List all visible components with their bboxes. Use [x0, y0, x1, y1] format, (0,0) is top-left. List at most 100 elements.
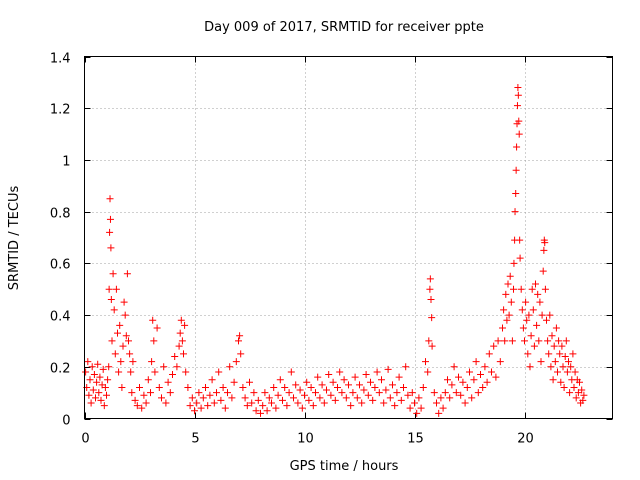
data-point — [88, 363, 96, 371]
data-point — [191, 407, 198, 415]
data-point — [514, 84, 522, 92]
data-point — [115, 368, 123, 376]
data-point — [496, 358, 504, 366]
data-point — [303, 378, 311, 386]
data-point — [112, 285, 120, 293]
data-point — [551, 358, 559, 366]
data-point — [556, 350, 564, 358]
data-point — [439, 404, 447, 412]
data-point — [320, 399, 328, 407]
data-point — [536, 298, 544, 306]
data-point — [545, 350, 553, 358]
data-point — [107, 244, 115, 252]
data-point — [128, 389, 136, 397]
data-point — [515, 117, 523, 125]
data-point — [437, 394, 445, 402]
data-point — [404, 391, 412, 399]
data-point — [512, 190, 520, 198]
data-point — [126, 350, 134, 358]
data-point — [428, 314, 436, 322]
data-point — [461, 399, 469, 407]
data-point — [197, 404, 205, 412]
data-point — [107, 296, 115, 304]
data-point — [169, 371, 176, 379]
data-point — [507, 298, 515, 306]
data-point — [378, 376, 385, 384]
data-point — [537, 358, 545, 366]
data-point — [572, 394, 580, 402]
data-point — [541, 285, 549, 293]
data-point — [94, 360, 102, 368]
data-point — [301, 391, 308, 399]
axis-ticks — [84, 56, 613, 420]
data-point — [415, 394, 423, 402]
data-point — [106, 215, 114, 223]
data-point — [340, 376, 348, 384]
y-tick-label: 0.6 — [50, 258, 71, 273]
data-point — [477, 371, 484, 379]
data-point — [554, 368, 561, 376]
x-tick-label: 5 — [191, 432, 199, 447]
data-point — [158, 394, 165, 402]
data-point — [114, 329, 121, 337]
data-point — [131, 396, 139, 404]
data-point — [182, 368, 190, 376]
data-point — [327, 391, 335, 399]
data-point — [236, 332, 244, 340]
data-point — [503, 316, 511, 324]
data-point — [230, 378, 238, 386]
data-point — [459, 378, 467, 386]
data-point — [318, 381, 326, 389]
data-point — [539, 267, 547, 275]
data-point — [560, 383, 568, 391]
data-point — [417, 404, 425, 412]
data-point — [526, 363, 534, 371]
data-point — [95, 389, 103, 397]
data-point — [555, 337, 563, 345]
data-point — [125, 337, 132, 345]
data-point — [511, 208, 519, 216]
data-point — [263, 407, 271, 415]
data-point — [349, 389, 357, 397]
data-point — [272, 404, 280, 412]
data-point — [96, 373, 104, 381]
data-point — [92, 394, 99, 402]
data-point — [382, 386, 390, 394]
data-point — [356, 381, 363, 389]
data-point — [576, 378, 583, 386]
data-point — [402, 363, 410, 371]
x-tick-label: 15 — [407, 432, 424, 447]
data-point — [217, 396, 225, 404]
data-point — [579, 396, 587, 404]
data-point — [411, 399, 418, 407]
data-point — [186, 402, 194, 410]
data-point — [309, 402, 317, 410]
data-point — [307, 383, 315, 391]
data-point — [550, 342, 558, 350]
data-point — [268, 399, 275, 407]
x-axis-label: GPS time / hours — [290, 459, 399, 474]
data-point — [540, 246, 548, 254]
data-point — [90, 371, 98, 379]
data-point — [290, 394, 297, 402]
data-point — [546, 311, 554, 319]
data-point — [395, 373, 403, 381]
data-point — [136, 383, 143, 391]
data-point — [342, 394, 350, 402]
data-point — [578, 386, 586, 394]
data-point — [424, 368, 432, 376]
data-point — [502, 290, 510, 298]
data-point — [175, 342, 183, 350]
data-point — [516, 236, 524, 244]
data-point — [177, 316, 185, 324]
data-point — [103, 391, 110, 399]
data-point — [425, 337, 433, 345]
data-point — [510, 259, 518, 267]
data-point — [105, 285, 113, 293]
y-tick-label: 1.4 — [50, 52, 71, 67]
data-point — [195, 389, 203, 397]
data-point — [144, 376, 152, 384]
data-point — [393, 389, 401, 397]
data-point — [138, 404, 146, 412]
data-point — [121, 311, 129, 319]
